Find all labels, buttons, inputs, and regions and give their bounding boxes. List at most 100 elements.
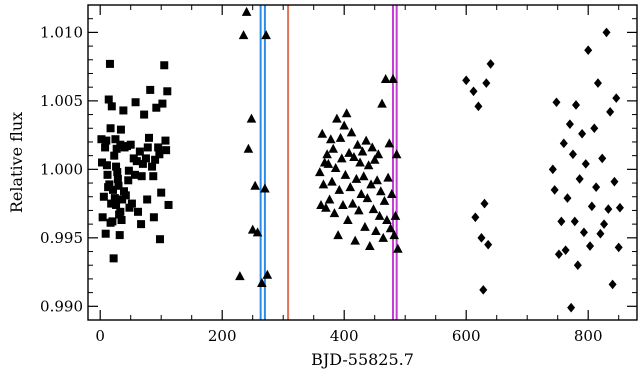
- point-triangle-68: [383, 172, 393, 182]
- point-square-24: [114, 181, 123, 190]
- point-diamond-12: [552, 97, 561, 108]
- point-square-33: [121, 191, 130, 200]
- point-triangle-45: [355, 157, 365, 167]
- point-square-36: [125, 203, 134, 212]
- point-diamond-30: [587, 201, 596, 212]
- point-triangle-64: [378, 232, 389, 242]
- point-triangle-28: [334, 184, 345, 194]
- point-triangle-70: [385, 223, 396, 233]
- point-triangle-25: [330, 162, 341, 172]
- point-triangle-76: [393, 243, 403, 253]
- point-square-61: [163, 87, 172, 96]
- point-triangle-9: [260, 183, 270, 193]
- point-triangle-58: [371, 225, 381, 235]
- point-square-49: [145, 133, 153, 142]
- point-triangle-8: [257, 278, 267, 288]
- point-triangle-17: [321, 202, 331, 212]
- point-triangle-12: [315, 167, 325, 177]
- point-diamond-26: [579, 227, 588, 238]
- point-diamond-14: [557, 216, 566, 227]
- point-diamond-39: [606, 107, 615, 117]
- point-square-42: [134, 207, 143, 216]
- point-diamond-17: [563, 193, 572, 203]
- point-square-13: [107, 102, 116, 111]
- point-diamond-42: [612, 93, 621, 103]
- point-diamond-6: [480, 198, 489, 209]
- point-triangle-55: [367, 142, 378, 152]
- point-triangle-69: [384, 138, 395, 148]
- point-square-37: [126, 140, 135, 149]
- point-triangle-4: [246, 113, 257, 123]
- y-tick-label-0: 0.990: [40, 297, 83, 315]
- data-points: [97, 6, 624, 313]
- x-tick-label-0: 0: [95, 327, 105, 345]
- point-square-63: [98, 158, 107, 167]
- point-triangle-59: [372, 175, 382, 185]
- point-diamond-31: [590, 123, 599, 134]
- point-square-64: [104, 183, 113, 192]
- point-square-46: [140, 110, 149, 119]
- point-square-3: [101, 143, 110, 152]
- point-square-40: [131, 98, 140, 107]
- point-diamond-3: [474, 101, 483, 112]
- point-diamond-22: [572, 100, 580, 110]
- point-square-30: [118, 195, 127, 204]
- point-square-73: [149, 172, 158, 181]
- point-diamond-24: [575, 174, 584, 184]
- point-square-55: [154, 143, 163, 152]
- point-triangle-18: [322, 149, 332, 159]
- point-triangle-10: [261, 30, 271, 40]
- point-triangle-62: [376, 186, 386, 196]
- point-triangle-41: [350, 235, 360, 245]
- point-square-69: [124, 166, 133, 175]
- point-diamond-28: [584, 45, 593, 55]
- point-triangle-13: [316, 199, 326, 209]
- point-square-70: [130, 170, 139, 179]
- point-triangle-46: [356, 189, 367, 198]
- point-square-71: [137, 220, 146, 229]
- point-diamond-25: [578, 128, 587, 139]
- y-axis-label: Relative flux: [7, 112, 26, 213]
- point-triangle-24: [329, 208, 340, 218]
- point-diamond-33: [593, 78, 602, 88]
- point-triangle-51: [362, 193, 373, 203]
- y-tick-labels: 0.990 0.995 1.000 1.005 1.010: [40, 23, 83, 315]
- point-square-75: [161, 136, 170, 145]
- point-triangle-7: [252, 227, 263, 237]
- point-square-45: [138, 159, 147, 168]
- point-square-72: [143, 195, 152, 204]
- point-triangle-75: [391, 149, 402, 159]
- point-square-2: [99, 192, 108, 201]
- point-diamond-2: [471, 212, 480, 223]
- point-diamond-40: [608, 279, 617, 290]
- point-square-21: [112, 144, 121, 153]
- point-square-43: [135, 147, 144, 156]
- point-triangle-61: [374, 210, 385, 220]
- point-triangle-38: [346, 127, 357, 137]
- point-triangle-29: [335, 132, 346, 142]
- point-triangle-20: [324, 194, 335, 204]
- point-diamond-7: [482, 78, 491, 88]
- x-tick-labels: 0 200 400 600 800: [95, 327, 602, 345]
- point-triangle-44: [354, 205, 364, 215]
- point-square-1: [98, 213, 107, 222]
- point-square-53: [151, 155, 160, 164]
- point-triangle-65: [379, 195, 390, 205]
- point-diamond-8: [484, 239, 493, 250]
- point-square-6: [102, 161, 111, 170]
- point-square-51: [148, 162, 157, 171]
- point-triangle-1: [238, 30, 249, 40]
- point-square-62: [164, 200, 173, 209]
- point-square-31: [119, 106, 128, 115]
- point-diamond-0: [462, 75, 471, 86]
- point-triangle-47: [357, 146, 368, 156]
- point-square-56: [155, 235, 164, 244]
- point-triangle-5: [247, 224, 258, 234]
- point-triangle-37: [345, 182, 356, 192]
- point-square-4: [101, 229, 110, 238]
- point-triangle-71: [386, 189, 397, 198]
- point-triangle-53: [365, 241, 375, 251]
- point-square-18: [110, 194, 119, 203]
- point-square-58: [158, 99, 167, 108]
- point-square-11: [106, 124, 115, 133]
